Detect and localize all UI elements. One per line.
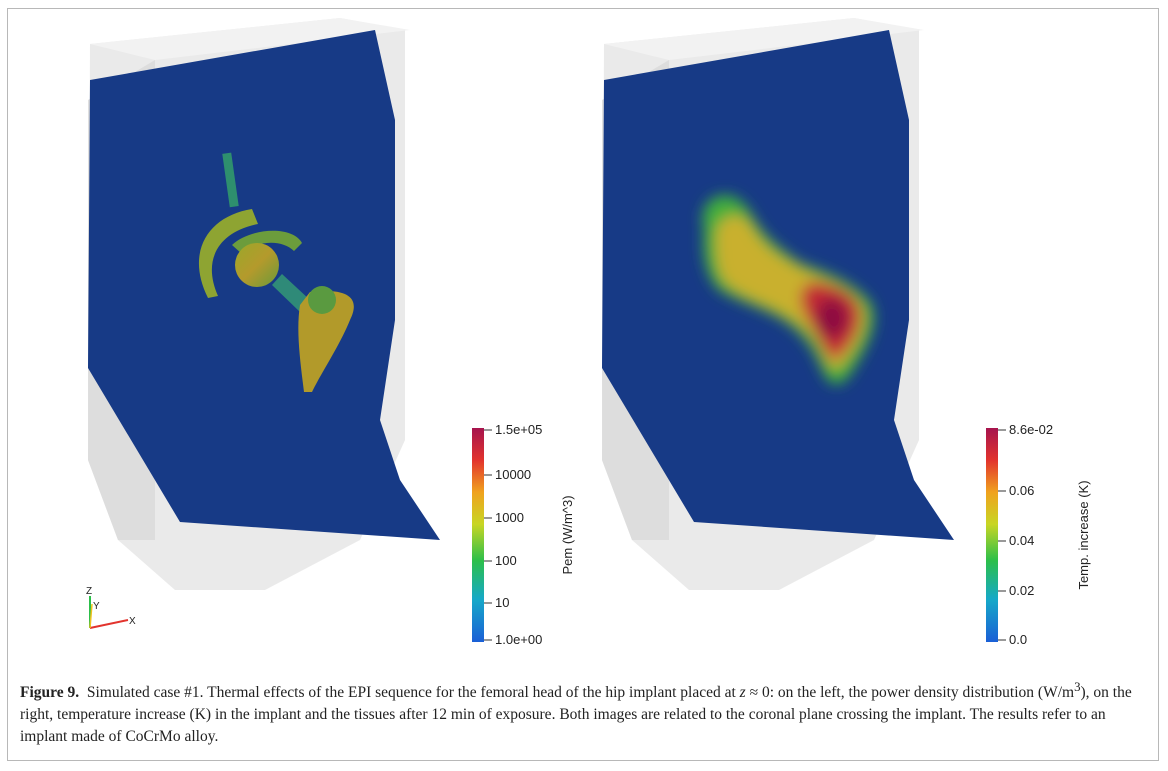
caption-text-3: ), on the right, temperature increase (K… [20, 684, 1132, 746]
figure-caption: Figure 9. Simulated case #1. Thermal eff… [20, 676, 1148, 748]
axis-z-label: Z [86, 586, 92, 597]
caption-superscript: 3 [1074, 679, 1081, 694]
caption-var-z: z [739, 684, 746, 702]
axis-y-label: Y [93, 601, 100, 612]
temperature-hotspot [702, 195, 875, 385]
temp-tick-0: 8.6e-02 [1009, 422, 1053, 437]
implant-power-map [198, 152, 354, 392]
caption-text-1: Simulated case #1. Thermal effects of th… [86, 684, 740, 702]
temp-colorbar-title: Temp. increase (K) [1076, 480, 1091, 589]
figure-frame [7, 8, 1159, 761]
temp-tick-3: 0.02 [1009, 583, 1034, 598]
temp-tick-4: 0.0 [1009, 632, 1027, 647]
pem-colorbar-title: Pem (W/m^3) [560, 495, 575, 574]
pem-tick-3: 100 [495, 553, 517, 568]
figure-label: Figure 9. [20, 684, 80, 702]
temp-tick-1: 0.06 [1009, 483, 1034, 498]
pem-tick-5: 1.0e+00 [495, 632, 542, 647]
power-density-panel: 1.5e+05 10000 1000 100 10 1.0e+00 Pem (W… [86, 18, 575, 647]
axis-x-label: X [129, 616, 136, 627]
pem-colorbar: 1.5e+05 10000 1000 100 10 1.0e+00 Pem (W… [472, 422, 575, 647]
caption-text-2: ≈ 0: on the left, the power density dist… [745, 684, 1075, 702]
temperature-colorbar: 8.6e-02 0.06 0.04 0.02 0.0 Temp. increas… [986, 422, 1091, 647]
pem-tick-4: 10 [495, 595, 509, 610]
pem-tick-2: 1000 [495, 510, 524, 525]
temperature-panel: 8.6e-02 0.06 0.04 0.02 0.0 Temp. increas… [602, 18, 1091, 647]
axes-triad: Z Y X [86, 586, 136, 629]
temp-tick-2: 0.04 [1009, 533, 1034, 548]
pem-tick-1: 10000 [495, 467, 531, 482]
pem-tick-0: 1.5e+05 [495, 422, 542, 437]
